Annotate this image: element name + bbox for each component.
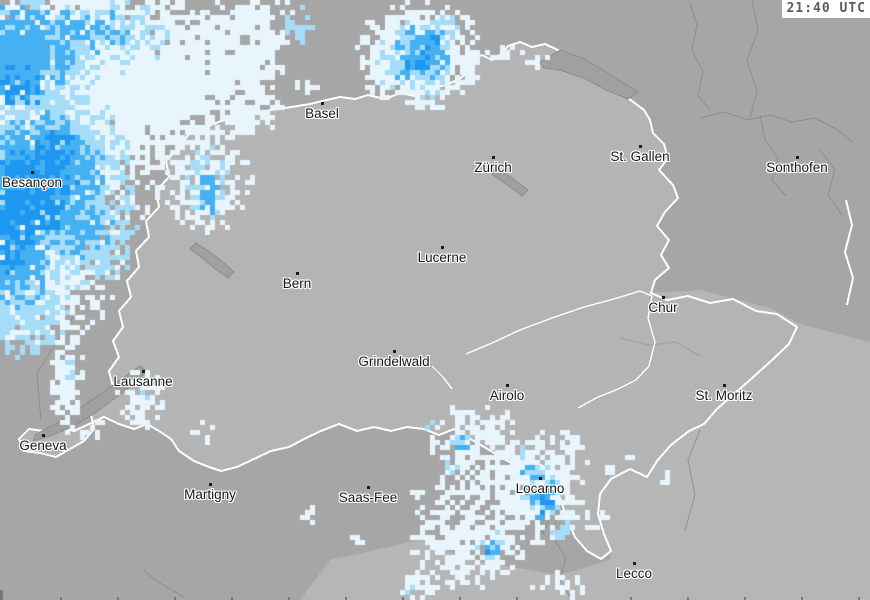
- timestamp: 21:40 UTC: [781, 0, 870, 18]
